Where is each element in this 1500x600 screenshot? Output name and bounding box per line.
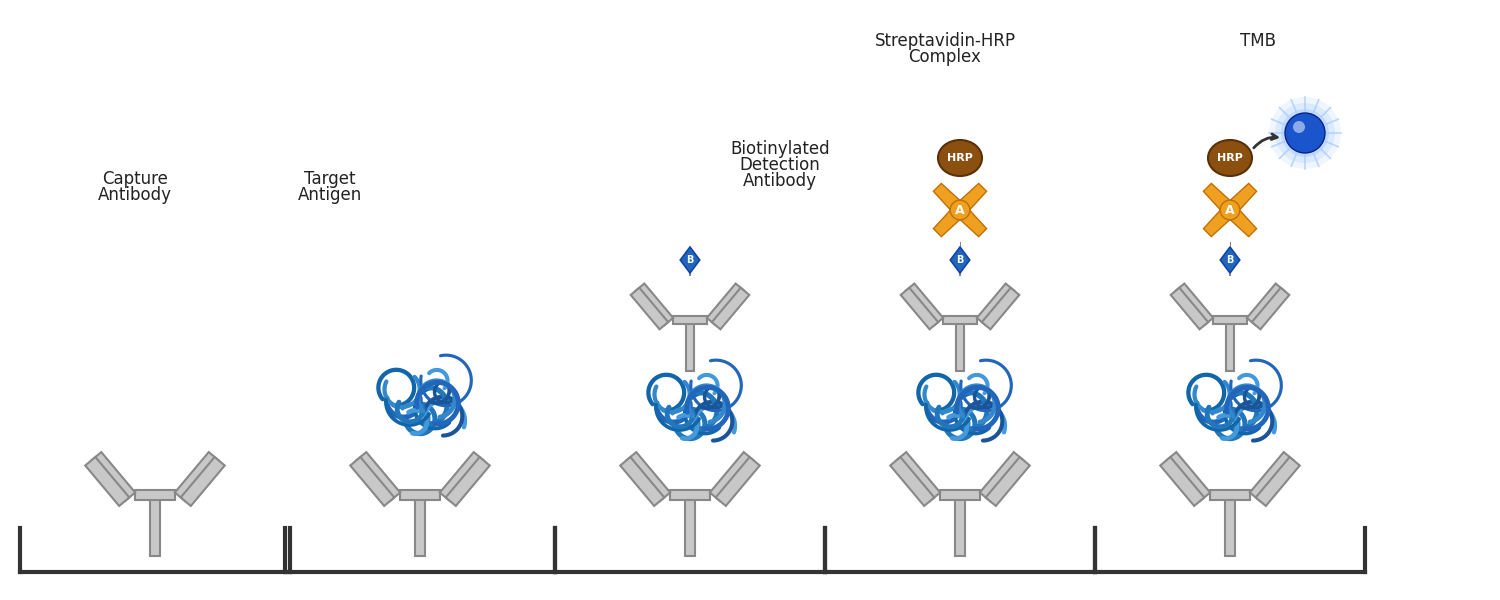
Polygon shape bbox=[951, 247, 969, 273]
Polygon shape bbox=[630, 288, 668, 329]
Text: TMB: TMB bbox=[1240, 32, 1276, 50]
Polygon shape bbox=[712, 288, 750, 329]
Text: Antibody: Antibody bbox=[98, 186, 172, 204]
Text: A: A bbox=[1226, 203, 1234, 217]
Text: A: A bbox=[956, 203, 964, 217]
Polygon shape bbox=[1226, 205, 1257, 236]
Bar bbox=[670, 490, 710, 500]
Bar bbox=[1226, 320, 1234, 371]
Text: Capture: Capture bbox=[102, 170, 168, 188]
Text: Target: Target bbox=[304, 170, 355, 188]
Polygon shape bbox=[180, 457, 225, 506]
Circle shape bbox=[1220, 200, 1240, 220]
Polygon shape bbox=[933, 205, 964, 236]
Bar bbox=[956, 495, 964, 556]
Polygon shape bbox=[900, 288, 938, 329]
Polygon shape bbox=[621, 457, 664, 506]
Polygon shape bbox=[716, 457, 759, 506]
Circle shape bbox=[1275, 103, 1335, 163]
Bar bbox=[686, 320, 694, 371]
Polygon shape bbox=[176, 452, 219, 501]
Bar bbox=[686, 495, 694, 556]
Text: B: B bbox=[687, 255, 693, 265]
Text: HRP: HRP bbox=[1216, 153, 1243, 163]
Polygon shape bbox=[986, 457, 1029, 506]
Polygon shape bbox=[980, 452, 1024, 501]
Polygon shape bbox=[356, 452, 401, 501]
Circle shape bbox=[1293, 121, 1305, 133]
Text: B: B bbox=[1227, 255, 1233, 265]
Polygon shape bbox=[351, 457, 394, 506]
Polygon shape bbox=[1256, 457, 1299, 506]
Polygon shape bbox=[1203, 184, 1234, 215]
Bar bbox=[940, 490, 980, 500]
Bar bbox=[416, 495, 424, 556]
Polygon shape bbox=[976, 284, 1014, 325]
Polygon shape bbox=[1203, 205, 1234, 236]
Text: Complex: Complex bbox=[909, 48, 981, 66]
Bar bbox=[1214, 316, 1246, 324]
Polygon shape bbox=[1170, 288, 1208, 329]
Polygon shape bbox=[710, 452, 754, 501]
Circle shape bbox=[950, 200, 970, 220]
Polygon shape bbox=[906, 284, 944, 325]
Circle shape bbox=[1286, 113, 1324, 153]
Polygon shape bbox=[891, 457, 934, 506]
Polygon shape bbox=[1176, 284, 1214, 325]
Polygon shape bbox=[982, 288, 1020, 329]
Bar bbox=[1210, 490, 1249, 500]
Bar bbox=[135, 490, 176, 500]
Circle shape bbox=[1281, 109, 1329, 157]
Polygon shape bbox=[626, 452, 670, 501]
Polygon shape bbox=[1161, 457, 1204, 506]
Text: Detection: Detection bbox=[740, 156, 821, 174]
Text: Antibody: Antibody bbox=[742, 172, 818, 190]
Polygon shape bbox=[1221, 247, 1239, 273]
Polygon shape bbox=[956, 184, 987, 215]
Polygon shape bbox=[446, 457, 489, 506]
Circle shape bbox=[1269, 97, 1341, 169]
Bar bbox=[1226, 495, 1234, 556]
Polygon shape bbox=[636, 284, 674, 325]
Polygon shape bbox=[1166, 452, 1210, 501]
Bar bbox=[944, 316, 976, 324]
Polygon shape bbox=[440, 452, 485, 501]
Ellipse shape bbox=[1208, 140, 1252, 176]
Bar bbox=[150, 495, 160, 556]
Text: B: B bbox=[957, 223, 963, 233]
Polygon shape bbox=[86, 457, 129, 506]
Polygon shape bbox=[933, 184, 964, 215]
Text: Antigen: Antigen bbox=[298, 186, 362, 204]
Polygon shape bbox=[680, 247, 699, 273]
Text: B: B bbox=[1227, 223, 1233, 233]
Bar bbox=[674, 316, 706, 324]
Polygon shape bbox=[1250, 452, 1294, 501]
Ellipse shape bbox=[938, 140, 982, 176]
Polygon shape bbox=[92, 452, 135, 501]
Bar bbox=[956, 320, 964, 371]
Polygon shape bbox=[896, 452, 940, 501]
Text: B: B bbox=[957, 255, 963, 265]
Bar bbox=[400, 490, 439, 500]
Polygon shape bbox=[956, 205, 987, 236]
Polygon shape bbox=[1252, 288, 1290, 329]
Text: Streptavidin-HRP: Streptavidin-HRP bbox=[874, 32, 1016, 50]
Polygon shape bbox=[1226, 184, 1257, 215]
Polygon shape bbox=[706, 284, 744, 325]
Polygon shape bbox=[1246, 284, 1284, 325]
Text: Biotinylated: Biotinylated bbox=[730, 140, 830, 158]
Text: HRP: HRP bbox=[946, 153, 974, 163]
